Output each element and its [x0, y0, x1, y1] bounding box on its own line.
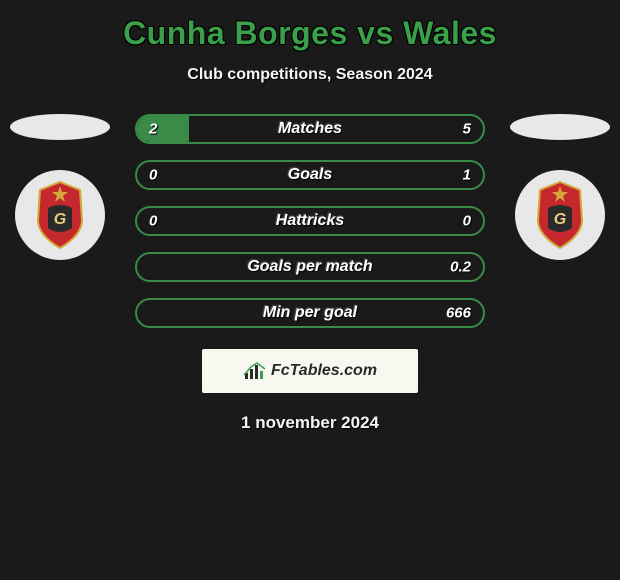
stat-value-left: 0: [149, 213, 157, 230]
source-logo-box[interactable]: FcTables.com: [202, 349, 418, 393]
stat-value-left: 0: [149, 167, 157, 184]
stat-label: Goals per match: [247, 258, 372, 276]
stat-bar: Goals per match 0.2: [135, 252, 485, 282]
stat-value-right: 0: [463, 213, 471, 230]
stat-label: Hattricks: [276, 212, 344, 230]
stat-fill-left: [137, 116, 189, 142]
shield-crest-icon: G: [30, 180, 90, 250]
stat-value-left: 2: [149, 121, 157, 138]
stat-bar: 0 Goals 1: [135, 160, 485, 190]
svg-text:G: G: [54, 211, 66, 228]
right-player-avatar-placeholder: [510, 114, 610, 140]
main-row: G 2 Matches 5 0 Goals 1 0 Hattricks 0 Goals per m…: [0, 114, 620, 344]
comparison-infographic: Cunha Borges vs Wales Club competitions,…: [0, 0, 620, 443]
stat-value-right: 666: [446, 305, 471, 322]
page-title: Cunha Borges vs Wales: [0, 15, 620, 52]
stats-bars-column: 2 Matches 5 0 Goals 1 0 Hattricks 0 Goals per mat…: [110, 114, 510, 344]
shield-crest-icon: G: [530, 180, 590, 250]
source-logo-text: FcTables.com: [271, 362, 377, 380]
subtitle: Club competitions, Season 2024: [0, 66, 620, 84]
source-logo-content: FcTables.com: [243, 361, 377, 381]
stat-label: Min per goal: [263, 304, 357, 322]
stat-bar: Min per goal 666: [135, 298, 485, 328]
stat-value-right: 5: [463, 121, 471, 138]
bar-chart-icon: [243, 361, 267, 381]
stat-label: Matches: [278, 120, 342, 138]
stat-label: Goals: [288, 166, 332, 184]
left-player-avatar-placeholder: [10, 114, 110, 140]
right-player-column: G: [510, 114, 610, 260]
date-text: 1 november 2024: [0, 413, 620, 433]
stat-bar: 0 Hattricks 0: [135, 206, 485, 236]
right-club-crest: G: [515, 170, 605, 260]
stat-value-right: 0.2: [450, 259, 471, 276]
svg-text:G: G: [554, 211, 566, 228]
stat-value-right: 1: [463, 167, 471, 184]
stat-bar: 2 Matches 5: [135, 114, 485, 144]
left-player-column: G: [10, 114, 110, 260]
left-club-crest: G: [15, 170, 105, 260]
